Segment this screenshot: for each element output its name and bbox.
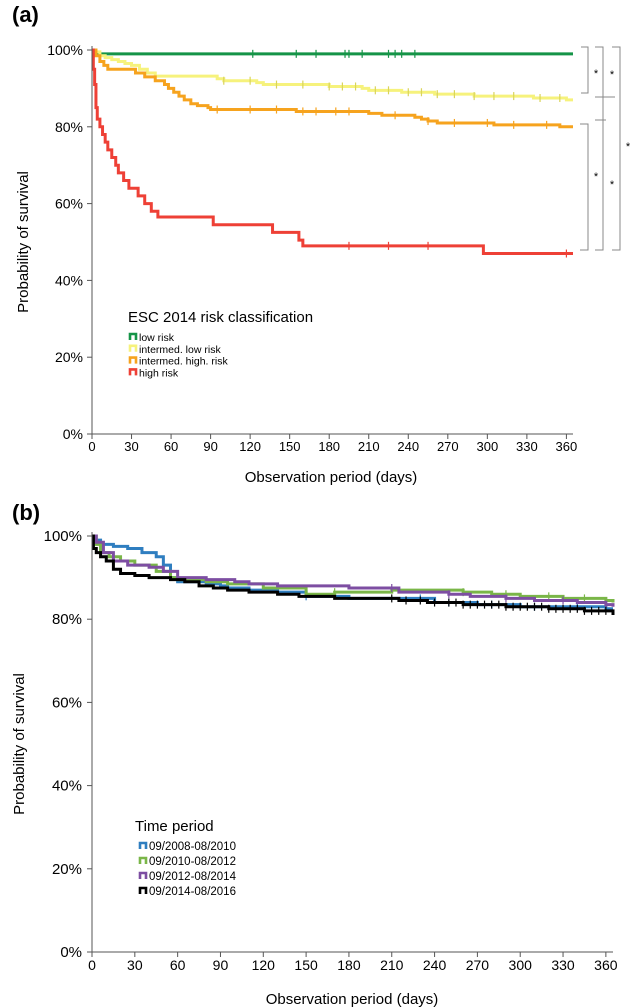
significance-bracket [612,46,621,251]
b-x-tick-label: 300 [509,957,533,973]
b-y-tick-label: 40% [52,778,82,795]
a-legend-swatch [128,356,138,364]
a-x-tick-label: 120 [239,439,261,454]
b-legend-swatch [138,871,148,879]
panel-b-legend-title: Time period [135,818,214,835]
a-x-tick-label: 90 [203,439,217,454]
a-series-line-3 [92,48,573,129]
panel-a-legend: ESC 2014 risk classification low riskint… [128,309,313,379]
a-legend-swatch [128,332,138,340]
b-legend-entry: 09/2008-08/2010 [149,841,236,853]
b-x-tick-label: 240 [423,957,447,973]
b-legend-swatch [138,841,148,849]
a-y-tick-label: 0% [63,426,83,442]
panel-a-series-layer [91,48,573,258]
panel-a-y-axis-label: Probability of survival [15,171,32,313]
b-x-tick-label: 270 [466,957,490,973]
a-x-tick-label: 180 [318,439,340,454]
significance-star: * [610,69,615,81]
a-legend-swatch [128,344,138,352]
b-legend-swatch [138,856,148,864]
panel-a-legend-title: ESC 2014 risk classification [128,309,313,326]
a-x-tick-label: 330 [516,439,538,454]
significance-bracket [595,96,604,251]
b-x-tick-label: 30 [127,957,143,973]
panel-b-x-axis-label: Observation period (days) [266,991,439,1008]
panel-a-significance-brackets: * * * * * [580,46,631,251]
a-y-tick-label: 80% [55,119,83,135]
b-y-tick-label: 80% [52,611,82,628]
b-series-line-3 [92,534,615,607]
b-y-tick-label: 100% [44,528,82,545]
b-legend-swatch [138,886,148,894]
b-x-tick-label: 180 [337,957,361,973]
panel-a-axes: 0% 20% 40% 60% 80% 100% 0 30 60 90 120 150 180 210 240… [47,42,577,454]
a-series-line-2 [92,48,573,102]
a-y-tick-label: 60% [55,196,83,212]
b-x-tick-label: 150 [294,957,318,973]
b-x-tick-label: 60 [170,957,186,973]
a-x-tick-label: 240 [397,439,419,454]
b-legend-entry: 09/2010-08/2012 [149,856,236,868]
a-x-tick-label: 270 [437,439,459,454]
b-x-tick-label: 330 [551,957,575,973]
significance-star: * [610,179,615,191]
significance-bracket [580,123,589,251]
a-y-tick-label: 40% [55,272,83,288]
a-y-tick-label: 100% [47,42,83,58]
b-x-tick-label: 90 [213,957,229,973]
significance-star: * [626,141,631,153]
panel-b: (b) 0% 20% 40% 60% 80% 100% 0 30 60 90 120 150 180 21… [11,500,618,1008]
b-x-tick-label: 360 [594,957,618,973]
b-y-tick-label: 60% [52,694,82,711]
significance-star: * [594,171,599,183]
significance-bracket [581,46,589,94]
panel-a: (a) 0% 20% 40% 60% 80% 100% 0 30 60 90 120 150 180 21… [12,2,631,486]
a-x-tick-label: 210 [358,439,380,454]
panel-b-legend: Time period 09/2008-08/2010 09/2010-08/20… [135,818,237,898]
a-legend-entry: low risk [139,332,175,344]
a-legend-entry: intermed. low risk [139,344,221,356]
a-x-tick-label: 0 [88,439,95,454]
b-x-tick-label: 210 [380,957,404,973]
panel-b-label: (b) [12,500,40,525]
significance-bracket [595,46,604,121]
panel-b-series-layer [91,534,615,616]
a-x-tick-label: 30 [124,439,138,454]
a-x-tick-label: 300 [476,439,498,454]
b-legend-entry: 09/2012-08/2014 [149,871,237,883]
a-y-tick-label: 20% [55,349,83,365]
b-legend-entry: 09/2014-08/2016 [149,886,236,898]
significance-star: * [594,68,599,80]
a-series-line-1 [92,48,573,56]
panel-a-label: (a) [12,2,39,27]
b-y-tick-label: 0% [60,944,82,961]
a-x-tick-label: 60 [164,439,178,454]
b-x-tick-label: 0 [88,957,96,973]
a-legend-entry: high risk [139,367,179,379]
panel-b-axes: 0% 20% 40% 60% 80% 100% 0 30 60 90 120 150 180 210 240… [44,528,618,973]
a-series-line-4 [91,48,573,256]
a-x-tick-label: 150 [279,439,301,454]
a-legend-entry: intermed. high. risk [139,356,228,368]
b-x-tick-label: 120 [252,957,276,973]
panel-a-x-axis-label: Observation period (days) [245,469,418,486]
a-legend-swatch [128,368,138,376]
panel-b-y-axis-label: Probability of survival [11,673,28,815]
a-x-tick-label: 360 [556,439,578,454]
b-y-tick-label: 20% [52,861,82,878]
